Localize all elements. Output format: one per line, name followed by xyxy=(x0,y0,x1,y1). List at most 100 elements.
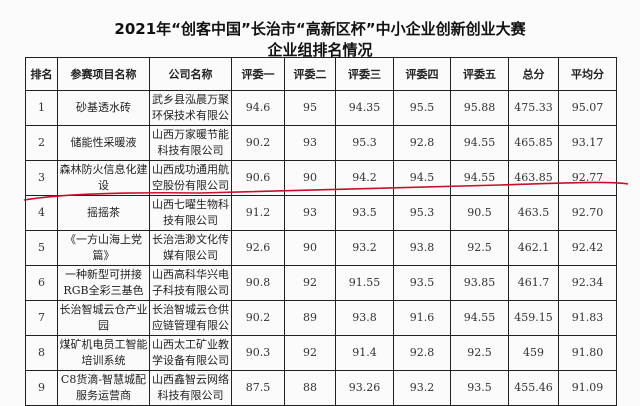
project-name: 砂基透水砖 xyxy=(76,101,131,114)
table-cell: 91.55 xyxy=(335,265,394,301)
table-cell: 4 xyxy=(25,195,58,231)
table-row: 7 长治智城云仓产业园长治智城云仓供应链管理有限公司 90.2 89 93.8 91.6 9… xyxy=(25,300,617,336)
score: 95.3 xyxy=(409,206,435,219)
table-row: 3 森林防火信息化建设 山西成功通用航空股份有限公司 90.6 90 94.2 94.5 94… xyxy=(25,160,617,196)
table-cell: 93.5 xyxy=(450,370,509,406)
table-cell: 465.85 xyxy=(508,125,559,161)
table-cell: 91.4 xyxy=(335,335,394,371)
table-cell: 463.5 xyxy=(508,195,559,231)
score: 91.6 xyxy=(409,311,435,324)
table-cell: 5 xyxy=(25,230,58,266)
score: 94.55 xyxy=(463,311,496,324)
table-cell: 山西太工矿业教学设备有限公司 xyxy=(149,335,232,371)
column-header: 总分 xyxy=(508,57,559,91)
company-name: 山西成功通用航空股份有限公司 xyxy=(152,163,229,192)
table-cell: 93.5 xyxy=(335,195,394,231)
table-cell: 95.5 xyxy=(393,90,451,126)
score: 94.5 xyxy=(409,171,435,184)
table-cell: 90 xyxy=(284,160,336,196)
table-cell: 90.2 xyxy=(231,300,285,336)
table-cell: 95.3 xyxy=(393,195,451,231)
table-cell: 90.5 xyxy=(450,195,509,231)
table-cell: 94.6 xyxy=(231,90,285,126)
score: 95.88 xyxy=(463,101,496,114)
project-name: 《一方山海上党篇》 xyxy=(65,233,142,262)
table-cell: 山西万家暖节能科技有限公司 xyxy=(149,125,232,161)
score: 92.6 xyxy=(245,241,271,254)
table-cell: 95 xyxy=(284,90,336,126)
table-row: 4 摇摇茶 山西七曜生物科技有限公司 91.2 93 93.5 95.3 90.5 463.5 9… xyxy=(25,195,617,231)
rank: 2 xyxy=(38,136,45,149)
score: 93.17 xyxy=(571,136,604,149)
table-cell: 6 xyxy=(25,265,58,301)
table-cell: 一种新型可拼接RGB全彩三基色Micro LED显示面 xyxy=(57,265,150,301)
table-cell: 《一方山海上党篇》 xyxy=(57,230,150,266)
score: 459 xyxy=(523,346,544,359)
table-cell: 砂基透水砖 xyxy=(57,90,150,126)
score: 90.5 xyxy=(467,206,492,219)
score: 92 xyxy=(303,276,317,289)
score: 92.42 xyxy=(571,241,604,254)
table-cell: 95.88 xyxy=(450,90,509,126)
score: 90.2 xyxy=(245,136,271,149)
score: 92.8 xyxy=(409,136,435,149)
table-cell: 92 xyxy=(284,335,336,371)
table-cell: 91.6 xyxy=(393,300,451,336)
score: 92.5 xyxy=(467,346,492,359)
table-cell: 93.2 xyxy=(335,230,394,266)
rank: 8 xyxy=(38,346,45,359)
project-name: C8货滴-智慧城配服务运营商 xyxy=(60,373,147,402)
table-cell: 93 xyxy=(284,195,336,231)
project-name: 储能性采暖液 xyxy=(70,136,137,149)
table-cell: 长治智城云仓供应链管理有限公司 xyxy=(149,300,232,336)
table-cell: 3 xyxy=(25,160,58,196)
score: 95.3 xyxy=(352,136,377,149)
table-cell: 94.55 xyxy=(450,160,509,196)
table-cell: 90.6 xyxy=(231,160,285,196)
table-cell: 92.70 xyxy=(558,195,617,231)
rank: 4 xyxy=(38,206,45,219)
company-name: 长治浩渺文化传媒有限公司 xyxy=(152,233,229,262)
score: 91.83 xyxy=(571,311,604,324)
table-cell: 9 xyxy=(25,370,58,406)
score: 95.07 xyxy=(571,101,604,114)
project-name: 长治智城云仓产业园 xyxy=(59,303,148,332)
table-row: 8 煤矿机电员工智能培训系统 山西太工矿业教学设备有限公司 90.3 92 91.4 92.… xyxy=(25,335,617,371)
score: 93.2 xyxy=(409,381,435,394)
company-name: 长治智城云仓供应链管理有限公司 xyxy=(152,303,229,332)
column-header: 评委一 xyxy=(231,57,285,91)
table-cell: 2 xyxy=(25,125,58,161)
score: 94.6 xyxy=(245,101,271,114)
table-row: 1 砂基透水砖 武乡县泓晨万聚环保技术有限公司 94.6 95 94.35 95.5 95.8… xyxy=(25,90,617,126)
table-cell: 94.2 xyxy=(335,160,394,196)
document-subtitle: 企业组排名情况 xyxy=(267,41,373,59)
score: 93.8 xyxy=(352,311,377,324)
table-cell: 94.35 xyxy=(335,90,394,126)
score: 90 xyxy=(303,241,317,254)
table-cell: 山西高科华兴电子科技有限公司 xyxy=(149,265,232,301)
score: 459.15 xyxy=(514,311,553,324)
score: 463.5 xyxy=(517,206,550,219)
table-cell: 459.15 xyxy=(508,300,559,336)
table-cell: 武乡县泓晨万聚环保技术有限公司 xyxy=(149,90,232,126)
score: 91.2 xyxy=(245,206,271,219)
score: 94.55 xyxy=(463,136,496,149)
project-name: 一种新型可拼接RGB全彩三基色Micro LED显示面 xyxy=(63,268,144,297)
table-cell: 1 xyxy=(25,90,58,126)
score: 90.6 xyxy=(245,171,271,184)
score: 91.09 xyxy=(571,381,604,394)
table-cell: 90.3 xyxy=(231,335,285,371)
table-cell: 92.5 xyxy=(450,335,509,371)
table-cell: 93.2 xyxy=(393,370,451,406)
ranking-table: 排名 参赛项目名称 公司名称 评委一 评委二 评委三 评委四 评委五 总分 平均分 1 砂基透水砖 武… xyxy=(25,57,617,406)
score: 92.77 xyxy=(571,171,604,184)
score: 92.34 xyxy=(571,276,604,289)
column-header: 平均分 xyxy=(558,57,617,91)
table-cell: 88 xyxy=(284,370,336,406)
table-cell: 长治浩渺文化传媒有限公司 xyxy=(149,230,232,266)
table-cell: 90.2 xyxy=(231,125,285,161)
table-cell: 93.5 xyxy=(393,265,451,301)
score: 87.5 xyxy=(245,381,271,394)
table-cell: 92.8 xyxy=(393,335,451,371)
table-cell: 91.2 xyxy=(231,195,285,231)
